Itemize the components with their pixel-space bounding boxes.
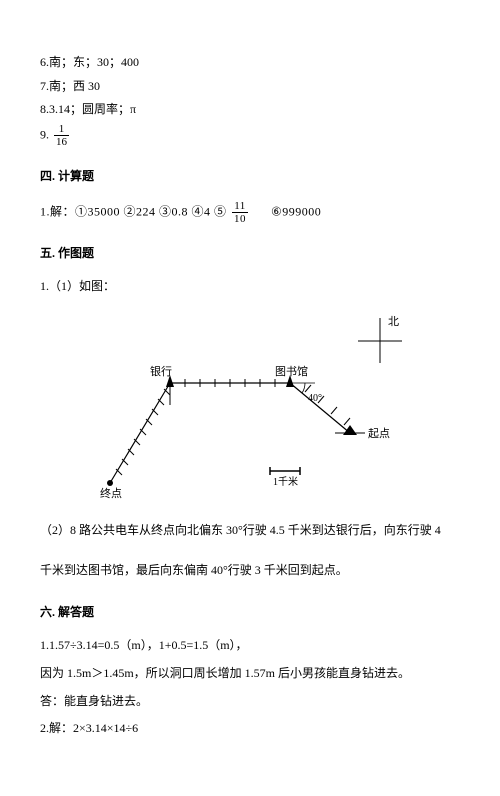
scale-label: 1千米 <box>273 475 298 488</box>
angle-arc <box>302 383 305 393</box>
ticks-segment3 <box>305 385 350 425</box>
solve-q1-line3: 答：能直身钻进去。 <box>40 691 460 713</box>
answer-7: 7.南；西 30 <box>40 76 460 98</box>
frac-den: 10 <box>232 213 248 225</box>
answer-9-fraction: 1 16 <box>54 123 69 148</box>
drawing-q1-label: 1.（1）如图： <box>40 276 460 298</box>
route-diagram: 北 银行 图书馆 起点 终点 40° <box>80 313 420 503</box>
angle-label: 40° <box>308 393 322 404</box>
answer-6: 6.南；东；30；400 <box>40 52 460 74</box>
endpoint-dot <box>107 480 113 486</box>
solve-q1-line1: 1.1.57÷3.14=0.5（m），1+0.5=1.5（m）， <box>40 635 460 657</box>
answer-9-prefix: 9. <box>40 127 49 141</box>
section-4-title: 四. 计算题 <box>40 166 460 188</box>
bank-label: 银行 <box>150 364 172 378</box>
end-label: 终点 <box>100 486 122 500</box>
answer-8: 8.3.14；圆周率；π <box>40 99 460 121</box>
north-label: 北 <box>388 315 399 328</box>
frac-num: 11 <box>232 200 248 213</box>
solve-q1-line2: 因为 1.5m＞1.45m，所以洞口周长增加 1.57m 后小男孩能直身钻进去。 <box>40 663 460 685</box>
frac-den: 16 <box>54 136 69 148</box>
drawing-q2-line1: （2）8 路公共电车从终点向北偏东 30°行驶 4.5 千米到达银行后，向东行驶… <box>40 517 460 543</box>
section-6-title: 六. 解答题 <box>40 602 460 624</box>
calc-q1-prefix: 1.解：①35000 ②224 ③0.8 ④4 ⑤ <box>40 204 227 218</box>
calc-q1-suffix: ⑥999000 <box>271 204 321 218</box>
ticks-segment1 <box>116 389 170 475</box>
drawing-q2-line2: 千米到达图书馆，最后向东偏南 40°行驶 3 千米回到起点。 <box>40 557 460 583</box>
frac-num: 1 <box>54 123 69 136</box>
library-label: 图书馆 <box>275 364 308 378</box>
answer-9: 9. 1 16 <box>40 123 460 148</box>
solve-q2-line1: 2.解：2×3.14×14÷6 <box>40 718 460 740</box>
section-5-title: 五. 作图题 <box>40 243 460 265</box>
start-label: 起点 <box>368 427 390 440</box>
calc-q1-frac5: 11 10 <box>232 200 248 225</box>
calc-q1: 1.解：①35000 ②224 ③0.8 ④4 ⑤ 11 10 ⑥999000 <box>40 200 460 225</box>
